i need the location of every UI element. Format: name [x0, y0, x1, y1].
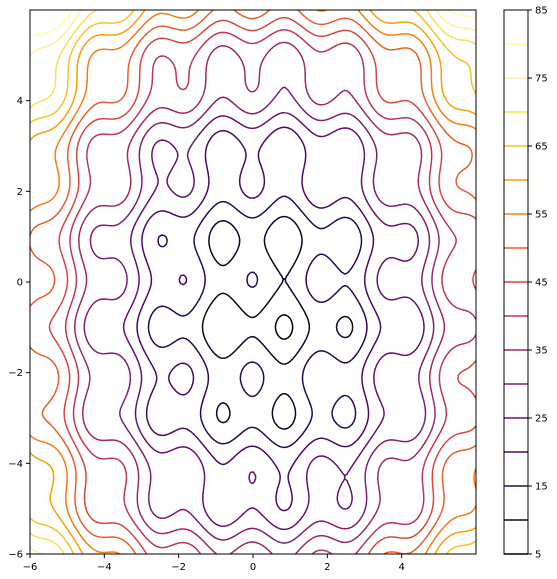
contour-line: [74, 41, 446, 554]
contour-line: [30, 10, 476, 554]
x-tick-label: 0: [250, 562, 256, 573]
y-tick-label: −6: [8, 550, 23, 561]
colorbar-tick-label: 15: [535, 482, 548, 493]
colorbar-tick-label: 85: [535, 6, 548, 17]
contour-line: [147, 195, 368, 449]
contour-line: [64, 29, 476, 554]
contour-line: [30, 10, 476, 554]
x-tick-label: −4: [97, 562, 112, 573]
y-tick-label: 0: [17, 278, 23, 289]
colorbar-ticks: 5 15 25 35 45 55 65 75 85: [528, 6, 548, 561]
contour-line: [30, 10, 476, 554]
contour-line: [122, 111, 425, 531]
contour-line: [30, 10, 476, 40]
plot-area: −6 −4 −2 0 2 4 −6 −4 −2 0 2 4: [8, 9, 477, 573]
x-tick-label: −6: [23, 562, 38, 573]
colorbar-tick-label: 45: [535, 278, 548, 289]
contour-line: [136, 126, 382, 512]
x-tick-label: 2: [324, 562, 330, 573]
x-tick-label: −2: [171, 562, 186, 573]
colorbar-tick-label: 5: [535, 550, 541, 561]
x-axis: −6 −4 −2 0 2 4: [23, 554, 405, 573]
x-tick-label: 4: [398, 562, 404, 573]
contour-line: [30, 10, 476, 554]
contour-line: [30, 10, 476, 554]
colorbar-level-lines: [504, 43, 528, 555]
contour-line: [83, 86, 435, 544]
contour-line: [274, 314, 294, 340]
colorbar-tick-label: 55: [535, 210, 548, 221]
contour-lines: [30, 10, 476, 554]
y-tick-label: 4: [17, 96, 23, 107]
colorbar-tick-label: 25: [535, 414, 548, 425]
colorbar-tick-label: 35: [535, 346, 548, 357]
y-tick-label: −2: [8, 368, 23, 379]
colorbar: 5 15 25 35 45 55 65 75 85: [503, 6, 548, 561]
colorbar-tick-label: 75: [535, 74, 548, 85]
y-tick-label: −4: [8, 459, 23, 470]
colorbar-tick-label: 65: [535, 142, 548, 153]
contour-line: [201, 215, 354, 430]
contour-line: [48, 16, 476, 554]
y-tick-label: 2: [17, 187, 23, 198]
y-axis: −6 −4 −2 0 2 4: [8, 96, 30, 561]
